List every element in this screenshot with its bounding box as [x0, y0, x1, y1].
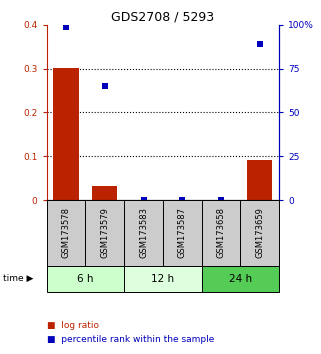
Point: [141, 197, 146, 203]
Bar: [240, 200, 279, 266]
Text: 6 h: 6 h: [77, 274, 94, 284]
Text: GSM173659: GSM173659: [256, 207, 265, 258]
Bar: [85, 200, 124, 266]
Point: [219, 197, 224, 203]
Text: ■  percentile rank within the sample: ■ percentile rank within the sample: [47, 335, 214, 344]
Point: [102, 83, 107, 89]
Text: GSM173583: GSM173583: [139, 207, 148, 258]
Text: time ▶: time ▶: [3, 274, 34, 283]
Text: 12 h: 12 h: [151, 274, 175, 284]
Bar: [202, 200, 240, 266]
Bar: [163, 200, 202, 266]
Point: [63, 24, 68, 30]
Bar: [247, 160, 273, 200]
Bar: [202, 266, 279, 292]
Bar: [53, 68, 79, 200]
Point: [180, 197, 185, 203]
Text: GSM173587: GSM173587: [178, 207, 187, 258]
Text: 24 h: 24 h: [229, 274, 252, 284]
Text: GSM173658: GSM173658: [217, 207, 226, 258]
Bar: [92, 186, 117, 200]
Bar: [124, 266, 202, 292]
Bar: [47, 200, 85, 266]
Bar: [124, 200, 163, 266]
Text: GSM173579: GSM173579: [100, 207, 109, 258]
Text: ■  log ratio: ■ log ratio: [47, 321, 99, 330]
Title: GDS2708 / 5293: GDS2708 / 5293: [111, 11, 214, 24]
Bar: [47, 266, 124, 292]
Text: GSM173578: GSM173578: [61, 207, 70, 258]
Point: [257, 41, 263, 47]
